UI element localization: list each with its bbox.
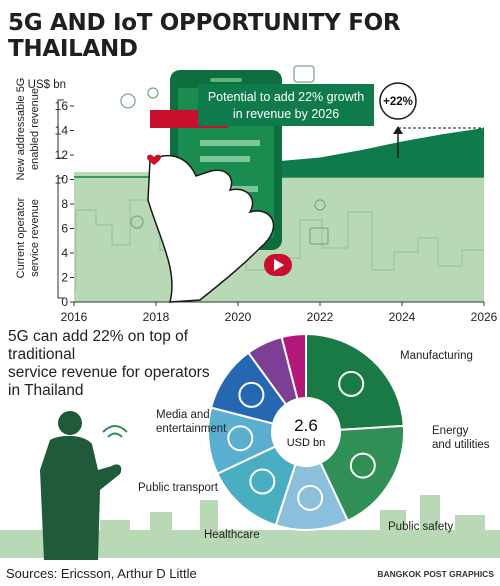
label-energy: Energy and utilities xyxy=(432,424,490,452)
center-unit: USD bn xyxy=(287,437,326,449)
bracket-new xyxy=(57,99,64,159)
y-tick-label: 14 xyxy=(55,124,69,138)
phone-speaker xyxy=(210,78,242,82)
x-tick-label: 2026 xyxy=(471,310,498,324)
credit: BANGKOK POST GRAPHICS xyxy=(377,569,494,579)
label-energy-line: Energy xyxy=(432,425,469,437)
play-icon xyxy=(274,259,284,271)
side-label-new-1: New addressable 5G xyxy=(15,78,27,181)
wifi-icon xyxy=(102,425,128,438)
person-silhouette xyxy=(40,411,122,560)
screen-bar xyxy=(200,156,250,162)
growth-badge xyxy=(379,82,417,120)
y-tick-label: 4 xyxy=(61,246,68,260)
callout-line-1: Potential to add 22% growth xyxy=(208,90,364,104)
y-tick-label: 12 xyxy=(55,148,69,162)
pie-title-line: service revenue for operators xyxy=(8,364,210,381)
light-bulb-icon xyxy=(120,93,136,109)
screen-bar xyxy=(200,140,260,146)
bracket-current xyxy=(57,177,64,299)
slice-icon xyxy=(238,381,265,408)
growth-badge-text: +22% xyxy=(383,96,413,108)
pie-slice-manufacturing xyxy=(305,332,405,431)
series-new-revenue-area xyxy=(279,128,484,178)
y-tick-label: 0 xyxy=(61,295,68,309)
label-media: Media and entertainment xyxy=(156,408,226,436)
slice-icon xyxy=(227,425,254,452)
y-tick-label: 10 xyxy=(55,173,69,187)
donut-center xyxy=(274,400,338,464)
sources: Sources: Ericsson, Arthur D Little xyxy=(6,566,197,581)
pie-title-line: in Thailand xyxy=(8,382,84,399)
side-label-current-2: service revenue xyxy=(29,199,41,277)
y-tick-label: 16 xyxy=(55,99,69,113)
location-icon xyxy=(314,199,326,211)
y-tick-label: 2 xyxy=(61,271,68,285)
y-tick-label: 8 xyxy=(61,197,68,211)
heart-icon xyxy=(147,154,161,165)
label-media-line: Media and xyxy=(156,409,210,421)
label-public-safety: Public safety xyxy=(388,521,454,533)
center-value: 2.6 xyxy=(294,416,318,435)
side-label-new-2: enabled revenue xyxy=(29,88,41,170)
pie-title: 5G can add 22% on top of traditional ser… xyxy=(8,328,248,400)
slice-icon xyxy=(338,370,365,397)
growth-arrow-head xyxy=(393,126,403,134)
label-energy-line: and utilities xyxy=(432,439,490,451)
pie-slice-energy-and-utilities xyxy=(319,424,405,523)
calendar-icon xyxy=(309,227,329,245)
user-icon xyxy=(130,215,144,229)
label-healthcare: Healthcare xyxy=(204,529,260,541)
callout-line-2: in revenue by 2026 xyxy=(233,107,339,121)
slice-icon xyxy=(297,484,324,511)
page-title: 5G AND IoT OPPORTUNITY FOR THAILAND xyxy=(8,10,401,62)
label-manufacturing: Manufacturing xyxy=(400,350,473,362)
callout-box xyxy=(198,84,374,126)
x-tick-label: 2020 xyxy=(225,310,252,324)
label-media-line: entertainment xyxy=(156,423,227,435)
x-tick-label: 2018 xyxy=(143,310,170,324)
search-icon xyxy=(147,87,159,99)
x-tick-label: 2022 xyxy=(307,310,334,324)
x-tick-label: 2016 xyxy=(61,310,88,324)
label-public-transport: Public transport xyxy=(138,482,218,494)
slice-icon xyxy=(249,468,276,495)
x-tick-label: 2024 xyxy=(389,310,416,324)
unit-label: US$ bn xyxy=(28,79,66,91)
chat-icon xyxy=(293,65,315,83)
pie-slice-unlabelled xyxy=(280,332,307,401)
slice-icon xyxy=(349,452,376,479)
side-label-current-1: Current operator xyxy=(15,197,27,278)
y-tick-label: 6 xyxy=(61,222,68,236)
pie-title-line: 5G can add 22% on top of traditional xyxy=(8,328,189,363)
hand xyxy=(147,155,275,303)
